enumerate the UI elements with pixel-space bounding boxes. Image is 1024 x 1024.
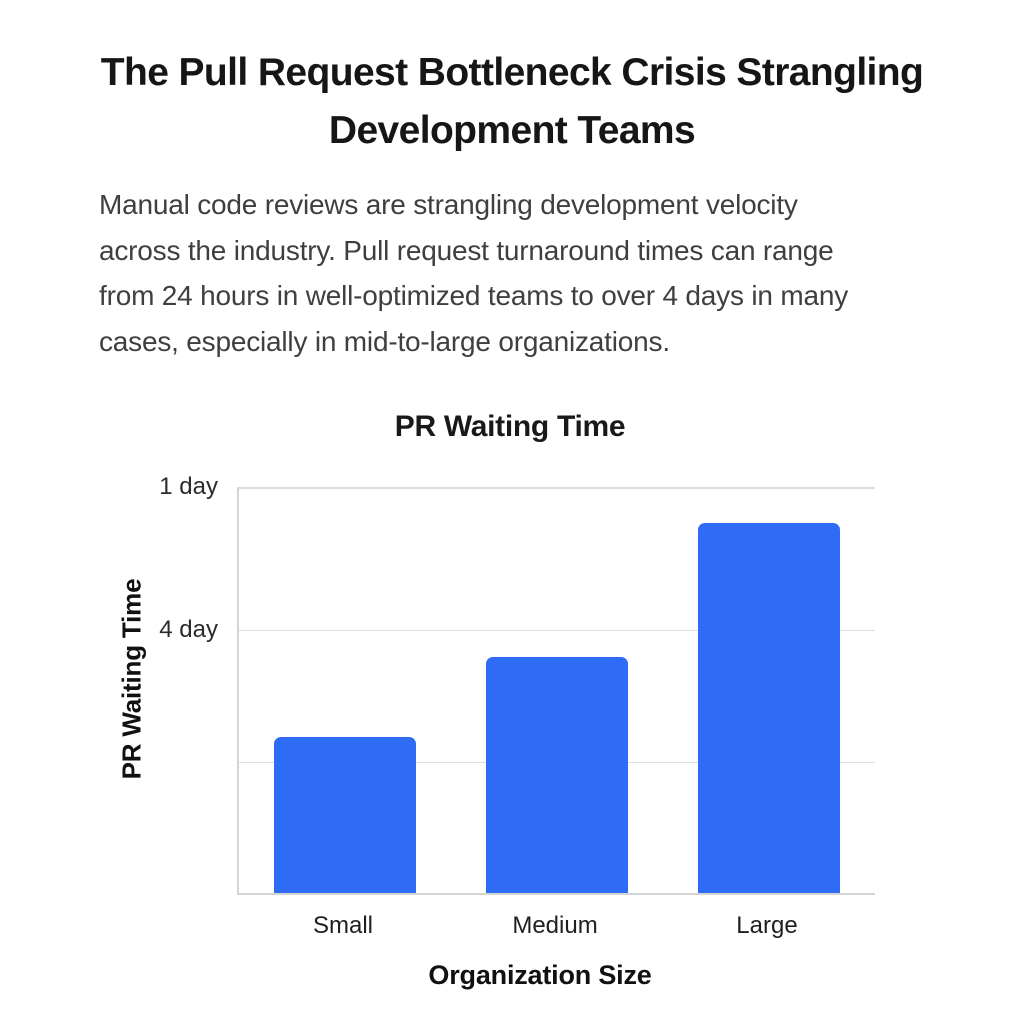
bar-chart: PR Waiting Time PR Waiting Time Organiza… [0,400,1024,1024]
intro-paragraph: Manual code reviews are strangling devel… [99,182,939,364]
x-axis-title: Organization Size [428,960,652,990]
y-axis-title: PR Waiting Time [116,578,147,780]
x-tick-label: Large [736,912,798,939]
x-tick-label: Medium [512,912,598,939]
intro-line: across the industry. Pull request turnar… [99,234,834,266]
chart-title: PR Waiting Time [394,410,626,443]
intro-line: cases, especially in mid-to-large organi… [99,325,670,357]
page-title: The Pull Request Bottleneck Crisis Stran… [100,51,924,152]
bar-medium [486,656,628,893]
gridline [239,629,875,632]
y-tick-label: 1 day [159,473,218,500]
intro-line: from 24 hours in well-optimized teams to… [99,280,848,311]
bar-large [698,523,840,893]
gridline [239,487,875,489]
intro-line: Manual code reviews are strangling devel… [99,189,798,220]
x-tick-label: Small [312,912,374,939]
plot-area [237,487,875,895]
y-tick-label: 4 day [159,615,218,643]
bar-small [274,736,416,893]
